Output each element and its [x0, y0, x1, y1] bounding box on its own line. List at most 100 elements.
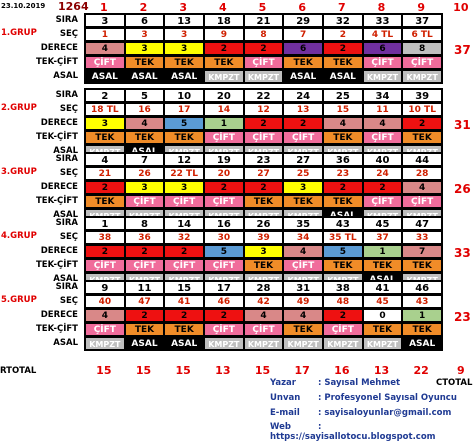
sec-cell: 24 — [362, 167, 403, 180]
sec-cell: 40 — [85, 295, 125, 308]
rtotal-cell: 9 — [457, 364, 465, 377]
sec-row: 18 TL 16 17 14 12 13 15 11 10 TL — [84, 102, 443, 117]
sira-cell: 35 — [283, 217, 323, 230]
sec-cell: 20 — [204, 167, 244, 180]
tekcift-cell: ÇİFT — [243, 56, 284, 69]
derece-cell: 2 — [402, 117, 442, 130]
derece-cell: 3 — [243, 245, 284, 258]
tekcift-label: TEK-ÇİFT — [36, 196, 78, 206]
tekcift-label: TEK-ÇİFT — [36, 260, 78, 270]
sec-cell: 7 — [283, 28, 323, 41]
tekcift-cell: TEK — [323, 259, 363, 272]
tekcift-cell: TEK — [85, 131, 125, 144]
group-total: 33 — [454, 246, 471, 260]
sira-row: 2 5 10 20 22 24 25 34 39 — [84, 88, 443, 103]
tekcift-cell: TEK — [283, 323, 323, 336]
derece-label: DERECE — [40, 182, 78, 192]
column-header: 10 — [453, 1, 469, 14]
derece-cell: 2 — [124, 245, 165, 258]
sira-cell: 5 — [124, 89, 165, 102]
derece-cell: 2 — [323, 309, 363, 322]
sira-cell: 4 — [85, 153, 125, 166]
sec-cell: 15 — [323, 103, 363, 116]
asal-cell: KMPZT — [243, 70, 284, 83]
sec-cell: 12 — [243, 103, 284, 116]
sira-cell: 20 — [204, 89, 244, 102]
column-header: 2 — [139, 1, 148, 14]
sira-cell: 33 — [362, 14, 403, 27]
sira-cell: 3 — [85, 14, 125, 27]
sec-cell: 39 — [243, 231, 284, 244]
tekcift-cell: ÇİFT — [204, 131, 244, 144]
sec-cell: 4 TL — [362, 28, 403, 41]
rtotal-cell: 22 — [413, 364, 429, 377]
tekcift-cell: TEK — [164, 323, 204, 336]
asal-label: ASAL — [53, 274, 78, 284]
sec-label: SEÇ — [59, 232, 78, 242]
derece-cell: 5 — [164, 117, 204, 130]
asal-cell: KMPZT — [402, 70, 442, 83]
tekcift-row: TEK TEK TEK ÇİFT ÇİFT ÇİFT TEK ÇİFT TEK — [84, 130, 443, 145]
tekcift-cell: TEK — [402, 259, 442, 272]
sira-label: SIRA — [55, 154, 78, 164]
tekcift-cell: ÇİFT — [323, 323, 363, 336]
group-name: 5.GRUP — [1, 295, 37, 305]
derece-cell: 7 — [402, 245, 442, 258]
rtotal-cell: 15 — [254, 364, 271, 377]
group-name: 3.GRUP — [1, 167, 37, 177]
sira-cell: 37 — [402, 14, 442, 27]
sira-row: 9 11 15 17 28 31 38 41 46 — [84, 280, 443, 295]
sec-cell: 25 — [283, 167, 323, 180]
tekcift-cell: ÇİFT — [85, 56, 125, 69]
sira-cell: 38 — [323, 281, 363, 294]
tekcift-cell: TEK — [323, 195, 363, 208]
derece-cell: 2 — [164, 245, 204, 258]
date-label: 23.10.2019 — [1, 2, 46, 10]
tekcift-cell: ÇİFT — [243, 323, 284, 336]
sira-cell: 31 — [283, 281, 323, 294]
sec-cell: 27 — [243, 167, 284, 180]
tekcift-cell: ÇİFT — [362, 56, 403, 69]
sira-cell: 32 — [323, 14, 363, 27]
asal-label: ASAL — [53, 71, 78, 81]
tekcift-cell: TEK — [243, 259, 284, 272]
sira-cell: 22 — [243, 89, 284, 102]
sec-label: SEÇ — [59, 104, 78, 114]
sira-cell: 23 — [243, 153, 284, 166]
sec-row: 40 47 41 46 42 49 48 45 43 — [84, 294, 443, 309]
draw-number: 1264 — [58, 0, 89, 13]
sira-cell: 19 — [204, 153, 244, 166]
sec-cell: 9 — [204, 28, 244, 41]
sira-cell: 46 — [402, 281, 442, 294]
sira-cell: 43 — [323, 217, 363, 230]
derece-cell: 4 — [323, 117, 363, 130]
tekcift-cell: TEK — [362, 259, 403, 272]
derece-cell: 3 — [124, 42, 165, 55]
asal-label: ASAL — [53, 146, 78, 156]
sira-cell: 16 — [204, 217, 244, 230]
sec-cell: 38 — [85, 231, 125, 244]
email-value: : sayisaloyunlar@gmail.com — [318, 408, 452, 418]
asal-row: KMPZT ASAL ASAL KMPZT KMPZT KMPZT KMPZT KMPZT AS… — [84, 336, 443, 351]
derece-cell: 1 — [204, 117, 244, 130]
asal-cell: KMPZT — [283, 337, 323, 350]
tekcift-row: ÇİFT TEK TEK ÇİFT ÇİFT TEK ÇİFT TEK TEK — [84, 322, 443, 337]
derece-cell: 4 — [85, 42, 125, 55]
sec-cell: 33 — [402, 231, 442, 244]
derece-cell: 3 — [124, 181, 165, 194]
sec-cell: 23 — [323, 167, 363, 180]
derece-cell: 5 — [204, 245, 244, 258]
group-total: 26 — [454, 182, 471, 196]
tekcift-cell: TEK — [124, 323, 165, 336]
derece-cell: 2 — [204, 42, 244, 55]
tekcift-cell: TEK — [283, 195, 323, 208]
derece-label: DERECE — [40, 246, 78, 256]
asal-cell: KMPZT — [243, 337, 284, 350]
sira-cell: 40 — [362, 153, 403, 166]
asal-cell: ASAL — [124, 337, 165, 350]
sec-row: 21 26 22 TL 20 27 25 23 24 28 — [84, 166, 443, 181]
group-total: 37 — [454, 43, 471, 57]
rtotal-cell: 15 — [135, 364, 152, 377]
sira-cell: 2 — [85, 89, 125, 102]
